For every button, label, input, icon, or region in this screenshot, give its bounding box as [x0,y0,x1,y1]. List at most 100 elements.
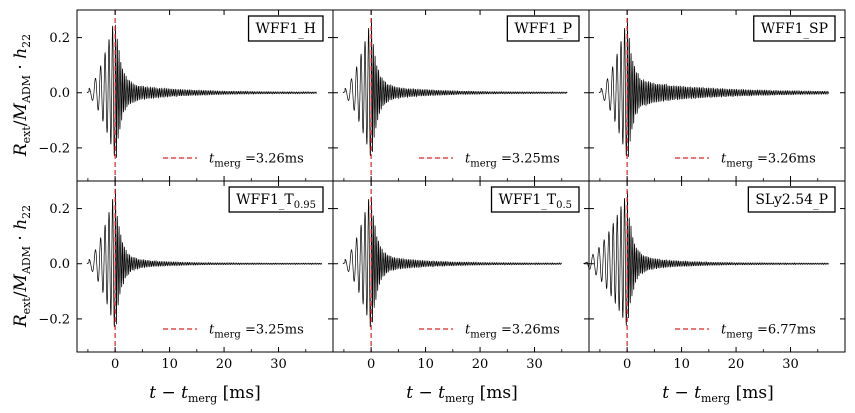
waveform-trace [598,17,829,157]
legend-text: tmerg =3.26ms [721,152,816,170]
x-axis-label: t − tmerg [ms] [406,383,518,405]
legend-value: 3.25ms [256,323,304,338]
panel-label: WFF1_T0.5 [499,192,572,211]
x-tick-label: 20 [472,357,489,372]
legend-sub: merg [726,159,753,170]
legend-text: tmerg =3.26ms [465,323,560,341]
panel-label-suffix: P [563,21,572,37]
panel-label-box [753,15,836,42]
x-tick-label: 0 [111,357,119,372]
legend-text: tmerg =3.25ms [209,323,304,341]
waveform-trace [86,24,317,158]
legend-eq: = [753,152,768,167]
panel-label-sep: _ [298,26,304,39]
legend-t: t [465,323,471,338]
legend-value: 3.26ms [512,323,560,338]
panel-label-main: WFF1 [256,21,299,37]
legend-text: tmerg =3.25ms [465,152,560,170]
legend-sub: merg [214,159,241,170]
panel-label-sep: _ [279,197,285,210]
waveform-trace [86,188,323,327]
panel-label-main: WFF1 [514,21,557,37]
legend-sub: merg [726,330,753,341]
legend-t: t [721,152,727,167]
y-axis-label: Rext/MADM · h22 [11,34,33,157]
waveform-trace [342,17,568,156]
waveform-trace [583,190,829,326]
panel-label-sep: _ [557,26,563,39]
x-tick-label: 10 [673,357,690,372]
x-tick-label: 10 [417,357,434,372]
y-tick-label: 0.2 [49,202,70,217]
panel-label-box [506,15,580,42]
legend-eq: = [241,323,256,338]
panel-label-subscript: 0.5 [556,200,572,211]
panel-label-subscript: 0.95 [294,200,316,211]
panel-label-box [247,15,324,42]
panel-label-main: SLy2.54 [755,192,813,208]
panel-label-suffix: H [304,21,316,37]
legend-eq: = [497,152,512,167]
y-tick-label: 0.0 [49,257,70,272]
legend-value: 3.26ms [256,152,304,167]
legend-text: tmerg =6.77ms [721,323,816,341]
y-tick-label: −0.2 [38,141,70,156]
legend-sub: merg [470,330,497,341]
panel-label-suffix: T [284,192,294,208]
y-tick-label: 0.2 [49,31,70,46]
x-tick-label: 30 [526,357,543,372]
x-tick-label: 20 [728,357,745,372]
panel-label-box [747,186,836,213]
x-tick-label: 30 [782,357,799,372]
panel-label-suffix: SP [809,21,828,37]
legend-t: t [721,323,727,338]
legend-text: tmerg =3.26ms [209,152,304,170]
y-tick-label: 0.0 [49,86,70,101]
legend-value: 3.25ms [512,152,560,167]
waveform-trace [342,196,562,327]
panel-label-suffix: P [819,192,828,208]
legend-eq: = [753,323,768,338]
panel-label-main: WFF1 [499,192,542,208]
legend-t: t [209,152,215,167]
x-tick-label: 30 [270,357,287,372]
legend-sub: merg [470,159,497,170]
panel-label: SLy2.54_P [755,192,828,210]
panel-label: WFF1_H [256,21,316,39]
panel-frame [588,180,846,353]
legend-value: 6.77ms [768,323,816,338]
panel-label: WFF1_T0.95 [236,192,316,211]
legend-t: t [209,323,215,338]
legend-sub: merg [214,330,241,341]
axis-labels: t − tmerg [ms] t − tmerg [ms] t − tmerg … [11,34,774,405]
panel-label-main: WFF1 [761,21,804,37]
panel-label-suffix: T [547,192,557,208]
legend-eq: = [497,323,512,338]
x-tick-label: 0 [367,357,375,372]
y-tick-label: −0.2 [38,312,70,327]
x-axis-label: t − tmerg [ms] [149,383,261,405]
legend-value: 3.26ms [768,152,816,167]
y-axis-label: Rext/MADM · h22 [11,205,33,328]
panel-label-box [228,186,324,213]
panel-label-sep: _ [541,197,547,210]
panel-label: WFF1_P [514,21,572,39]
panel-label-box [490,186,580,213]
x-tick-label: 20 [216,357,233,372]
x-axis-label: t − tmerg [ms] [662,383,774,405]
panel-label-sep: _ [813,197,819,210]
legend-t: t [465,152,471,167]
panel-label-main: WFF1 [236,192,279,208]
panel-label: WFF1_SP [761,21,828,39]
x-tick-label: 10 [161,357,178,372]
x-tick-label: 0 [623,357,631,372]
panel-label-sep: _ [803,26,809,39]
